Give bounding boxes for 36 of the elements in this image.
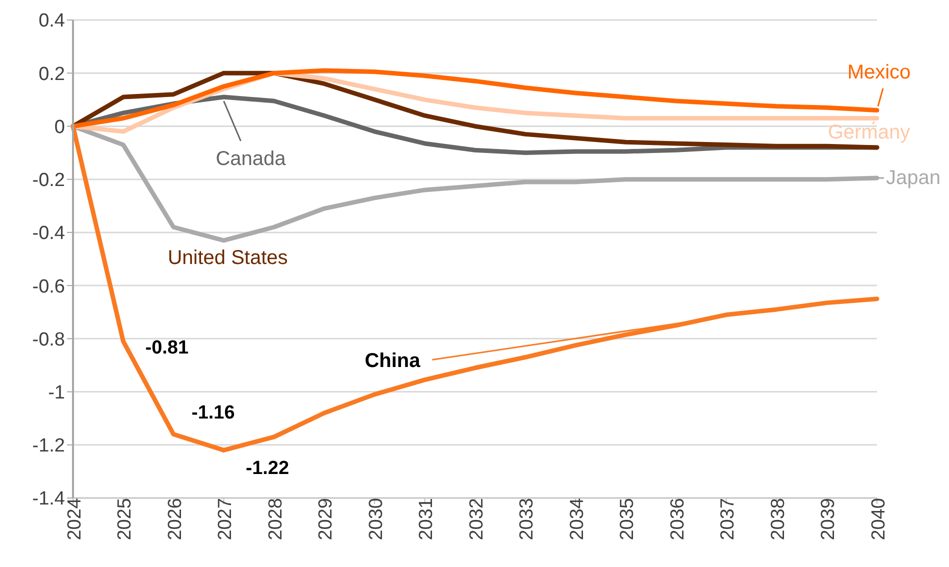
x-tick-label: 2036 bbox=[667, 498, 688, 540]
x-tick-label: 2027 bbox=[215, 498, 236, 540]
y-tick-label: 0 bbox=[54, 116, 65, 138]
y-tick-label: -0.4 bbox=[32, 223, 66, 244]
x-tick-label: 2033 bbox=[516, 498, 538, 540]
x-tick-label: 2026 bbox=[164, 498, 186, 540]
legend-label: Canada bbox=[216, 148, 287, 170]
legend-label: Germany bbox=[828, 121, 910, 144]
text: United States bbox=[168, 247, 288, 270]
x-tick-label: 2025 bbox=[114, 498, 136, 540]
x-tick-label: 2031 bbox=[416, 498, 438, 540]
x-tick-label: 2034 bbox=[566, 498, 588, 540]
y-tick-label: -0.8 bbox=[32, 329, 65, 350]
x-tick-label: 2032 bbox=[466, 498, 488, 540]
x-tick-label: 2038 bbox=[768, 498, 789, 540]
x-tick-label: 2024 bbox=[64, 498, 86, 540]
x-tick-label: 2029 bbox=[316, 498, 337, 540]
x-tick-label: 2035 bbox=[617, 498, 638, 540]
y-tick-label: 0.4 bbox=[38, 10, 66, 32]
series-label: Japan bbox=[886, 167, 940, 190]
x-tick-label: 2028 bbox=[265, 498, 286, 540]
y-tick-label: -1 bbox=[48, 382, 65, 404]
y-tick-label: -0.6 bbox=[32, 276, 65, 298]
series-label: Mexico bbox=[847, 61, 911, 84]
data-label: -1.22 bbox=[246, 458, 290, 480]
y-tick-label: -1.2 bbox=[32, 436, 65, 457]
data-label: -1.16 bbox=[192, 402, 235, 424]
y-tick-label: 0.2 bbox=[38, 64, 65, 85]
y-tick-label: -1.4 bbox=[32, 488, 66, 510]
y-tick-label: -0.2 bbox=[32, 170, 65, 192]
data-label: -0.81 bbox=[145, 337, 189, 358]
series-label: China bbox=[364, 350, 422, 372]
x-tick-label: 2040 bbox=[868, 498, 890, 540]
x-tick-label: 2037 bbox=[718, 498, 739, 540]
x-tick-label: 2039 bbox=[818, 498, 840, 540]
x-tick-label: 2030 bbox=[366, 498, 387, 540]
